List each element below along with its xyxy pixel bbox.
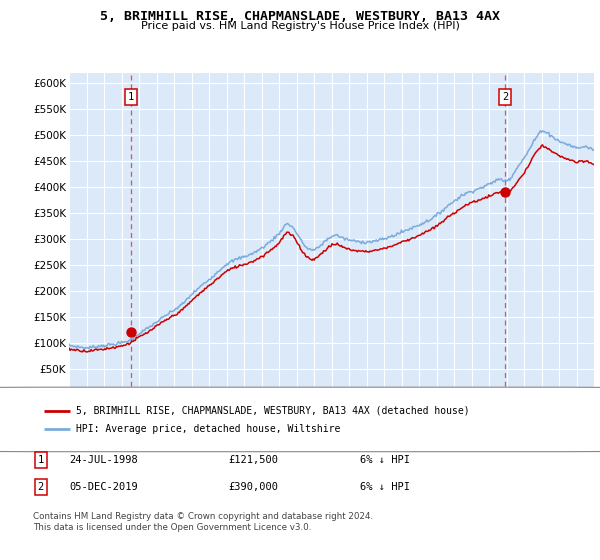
Text: 6% ↓ HPI: 6% ↓ HPI xyxy=(360,482,410,492)
Text: Price paid vs. HM Land Registry's House Price Index (HPI): Price paid vs. HM Land Registry's House … xyxy=(140,21,460,31)
Text: 2: 2 xyxy=(502,92,508,102)
Text: 24-JUL-1998: 24-JUL-1998 xyxy=(69,455,138,465)
Text: Contains HM Land Registry data © Crown copyright and database right 2024.
This d: Contains HM Land Registry data © Crown c… xyxy=(33,512,373,532)
Text: 5, BRIMHILL RISE, CHAPMANSLADE, WESTBURY, BA13 4AX (detached house): 5, BRIMHILL RISE, CHAPMANSLADE, WESTBURY… xyxy=(76,405,469,416)
Text: 2: 2 xyxy=(38,482,44,492)
Text: £390,000: £390,000 xyxy=(228,482,278,492)
Text: 1: 1 xyxy=(38,455,44,465)
Text: 05-DEC-2019: 05-DEC-2019 xyxy=(69,482,138,492)
Text: 5, BRIMHILL RISE, CHAPMANSLADE, WESTBURY, BA13 4AX: 5, BRIMHILL RISE, CHAPMANSLADE, WESTBURY… xyxy=(100,10,500,22)
Text: 6% ↓ HPI: 6% ↓ HPI xyxy=(360,455,410,465)
Text: 1: 1 xyxy=(128,92,134,102)
Text: HPI: Average price, detached house, Wiltshire: HPI: Average price, detached house, Wilt… xyxy=(76,424,340,434)
FancyBboxPatch shape xyxy=(0,387,600,452)
Text: £121,500: £121,500 xyxy=(228,455,278,465)
